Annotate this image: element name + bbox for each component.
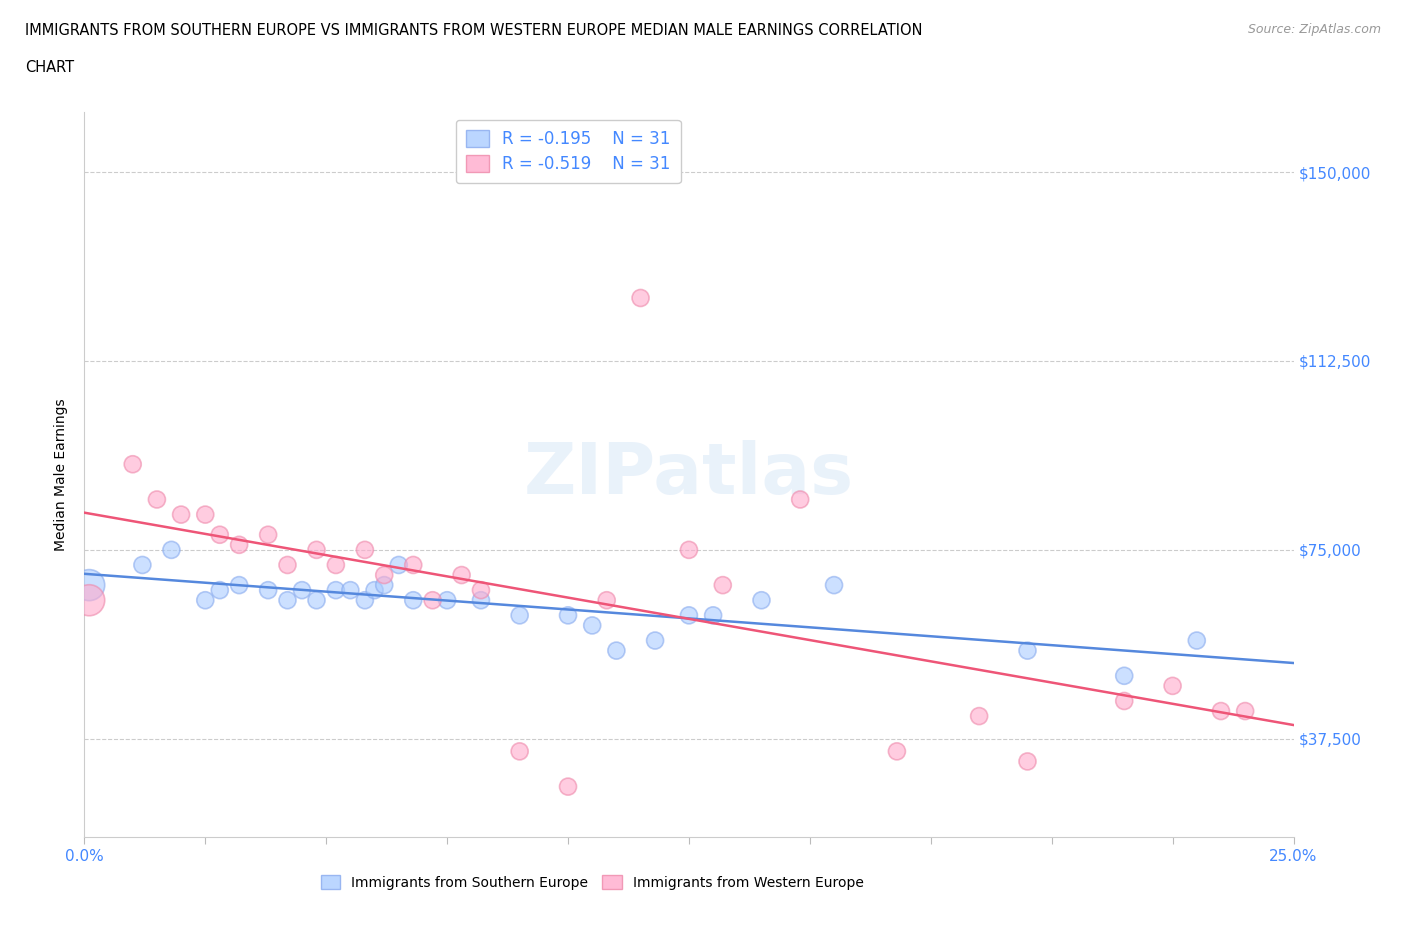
Point — [208, 527, 231, 542]
Point — [509, 608, 531, 623]
Point — [605, 644, 627, 658]
Point — [967, 709, 990, 724]
Point — [557, 608, 579, 623]
Point — [291, 583, 314, 598]
Point — [509, 744, 531, 759]
Point — [1114, 694, 1136, 709]
Point — [257, 527, 280, 542]
Point — [1017, 644, 1039, 658]
Point — [354, 542, 377, 557]
Point — [1017, 754, 1039, 769]
Point — [194, 507, 217, 522]
Point — [121, 457, 143, 472]
Point — [470, 592, 492, 607]
Text: Source: ZipAtlas.com: Source: ZipAtlas.com — [1247, 23, 1381, 36]
Point — [751, 592, 773, 607]
Point — [257, 583, 280, 598]
Point — [388, 557, 411, 572]
Point — [1234, 704, 1257, 719]
Point — [305, 592, 328, 607]
Point — [402, 592, 425, 607]
Point — [644, 633, 666, 648]
Y-axis label: Median Male Earnings: Median Male Earnings — [55, 398, 69, 551]
Point — [373, 578, 395, 592]
Point — [450, 567, 472, 582]
Point — [325, 557, 347, 572]
Point — [146, 492, 169, 507]
Point — [373, 567, 395, 582]
Point — [354, 592, 377, 607]
Point — [276, 592, 298, 607]
Point — [305, 542, 328, 557]
Point — [789, 492, 811, 507]
Point — [470, 583, 492, 598]
Point — [678, 542, 700, 557]
Point — [1161, 679, 1184, 694]
Point — [557, 779, 579, 794]
Legend: Immigrants from Southern Europe, Immigrants from Western Europe: Immigrants from Southern Europe, Immigra… — [315, 870, 869, 896]
Point — [678, 608, 700, 623]
Text: CHART: CHART — [25, 60, 75, 75]
Point — [702, 608, 724, 623]
Text: IMMIGRANTS FROM SOUTHERN EUROPE VS IMMIGRANTS FROM WESTERN EUROPE MEDIAN MALE EA: IMMIGRANTS FROM SOUTHERN EUROPE VS IMMIG… — [25, 23, 922, 38]
Point — [711, 578, 734, 592]
Point — [581, 618, 603, 633]
Point — [1114, 669, 1136, 684]
Point — [436, 592, 458, 607]
Point — [276, 557, 298, 572]
Point — [886, 744, 908, 759]
Point — [325, 583, 347, 598]
Point — [339, 583, 361, 598]
Point — [1185, 633, 1208, 648]
Point — [208, 583, 231, 598]
Point — [131, 557, 153, 572]
Point — [77, 578, 100, 592]
Point — [170, 507, 193, 522]
Point — [402, 557, 425, 572]
Point — [228, 538, 250, 552]
Point — [160, 542, 183, 557]
Point — [1209, 704, 1232, 719]
Point — [630, 290, 652, 305]
Point — [194, 592, 217, 607]
Point — [363, 583, 385, 598]
Point — [77, 592, 100, 607]
Text: ZIPatlas: ZIPatlas — [524, 440, 853, 509]
Point — [823, 578, 845, 592]
Point — [228, 578, 250, 592]
Point — [596, 592, 619, 607]
Point — [422, 592, 444, 607]
